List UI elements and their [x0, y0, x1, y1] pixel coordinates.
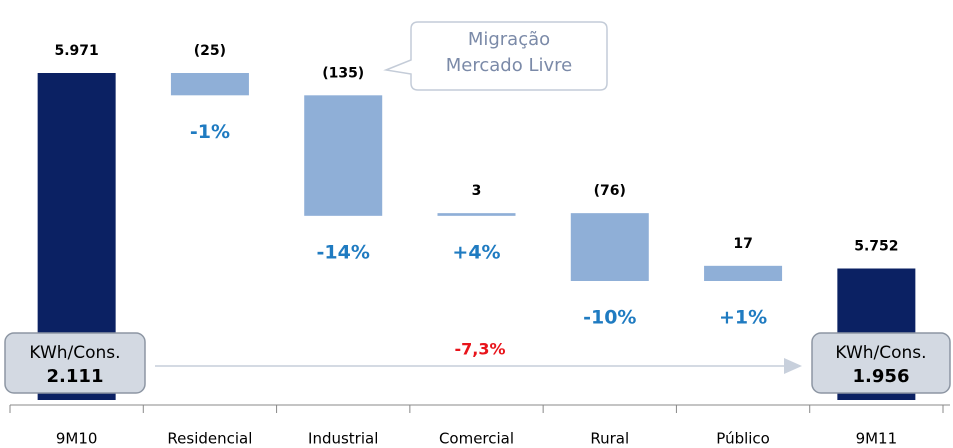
- x-tick-label: 9M10: [56, 430, 98, 448]
- x-tick-label: Rural: [590, 430, 629, 448]
- change-label: -10%: [583, 307, 636, 329]
- change-label: -1%: [190, 121, 230, 143]
- callout-box: [383, 21, 608, 91]
- bar: [304, 95, 383, 216]
- box-value: 1.956: [853, 366, 910, 387]
- value-label: 17: [733, 236, 752, 252]
- change-label: -14%: [317, 241, 370, 263]
- x-tick-label: Industrial: [308, 430, 378, 448]
- value-label: (25): [194, 43, 226, 59]
- x-tick-label: Público: [716, 430, 770, 448]
- bar: [437, 213, 516, 216]
- change-label: +1%: [719, 307, 767, 329]
- value-label: 5.752: [854, 239, 898, 255]
- value-label: (135): [322, 65, 364, 81]
- callout-text: Mercado Livre: [446, 55, 572, 76]
- total-change: -7,3%: [454, 340, 505, 359]
- box-label: KWh/Cons.: [29, 343, 120, 363]
- box-label: KWh/Cons.: [835, 343, 926, 363]
- value-label: 5.971: [54, 43, 98, 59]
- bar: [170, 73, 249, 96]
- bar: [704, 265, 783, 281]
- box-value: 2.111: [47, 366, 104, 387]
- change-label: +4%: [452, 241, 500, 263]
- start-box: [4, 332, 146, 394]
- end-box: [811, 332, 951, 394]
- value-label: 3: [472, 183, 482, 199]
- value-label: (76): [594, 183, 626, 199]
- x-tick-label: Residencial: [167, 430, 252, 448]
- x-tick-label: Comercial: [439, 430, 514, 448]
- callout-text: Migração: [468, 29, 550, 50]
- x-tick-label: 9M11: [856, 430, 898, 448]
- bar: [570, 213, 649, 281]
